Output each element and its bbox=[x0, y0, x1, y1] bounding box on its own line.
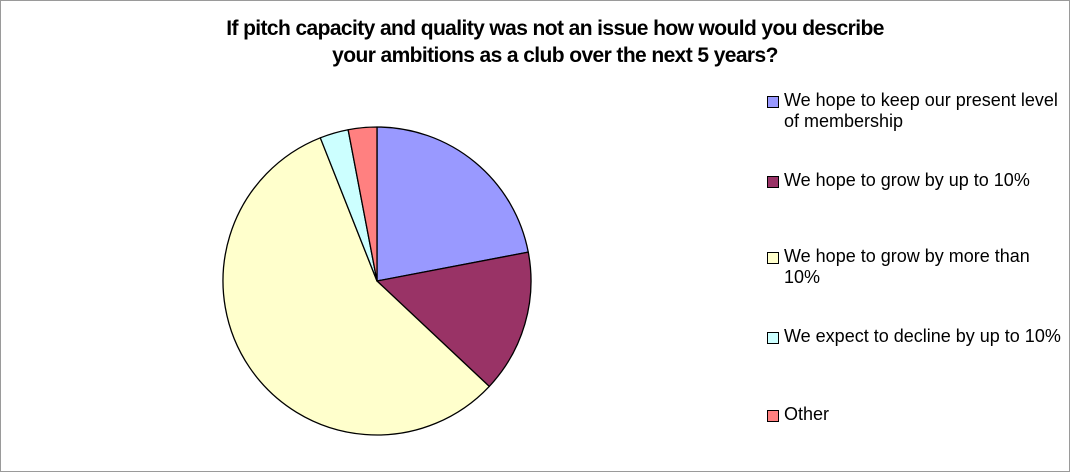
legend-swatch-decline-up-to-10 bbox=[767, 332, 779, 344]
chart-title-line-2: your ambitions as a club over the next 5… bbox=[332, 44, 778, 67]
legend-item-grow-up-to-10: We hope to grow by up to 10% bbox=[767, 170, 1067, 191]
legend-swatch-grow-more-than-10 bbox=[767, 252, 779, 264]
legend-swatch-grow-up-to-10 bbox=[767, 176, 779, 188]
pie-slice-other bbox=[347, 126, 378, 282]
legend-item-grow-more-than-10: We hope to grow by more than 10% bbox=[767, 246, 1067, 288]
pie-slice-keep-membership bbox=[376, 126, 529, 282]
legend-label-grow-up-to-10: We hope to grow by up to 10% bbox=[784, 170, 1030, 190]
legend-swatch-keep-membership bbox=[767, 96, 779, 108]
legend-label-keep-membership: We hope to keep our present level of mem… bbox=[784, 90, 1058, 131]
legend-label-grow-more-than-10: We hope to grow by more than 10% bbox=[784, 246, 1030, 287]
chart-title-line-1: If pitch capacity and quality was not an… bbox=[226, 17, 884, 40]
legend-item-decline-up-to-10: We expect to decline by up to 10% bbox=[767, 326, 1067, 347]
legend-item-other: Other bbox=[767, 404, 1067, 425]
pie-slice-grow-up-to-10 bbox=[376, 251, 532, 388]
legend-swatch-other bbox=[767, 410, 779, 422]
pie-slice-grow-more-than-10 bbox=[222, 137, 490, 436]
chart-title: If pitch capacity and quality was not an… bbox=[40, 15, 1070, 69]
legend-label-other: Other bbox=[784, 404, 830, 424]
legend-label-decline-up-to-10: We expect to decline by up to 10% bbox=[784, 326, 1061, 346]
legend-item-keep-membership: We hope to keep our present level of mem… bbox=[767, 90, 1067, 132]
